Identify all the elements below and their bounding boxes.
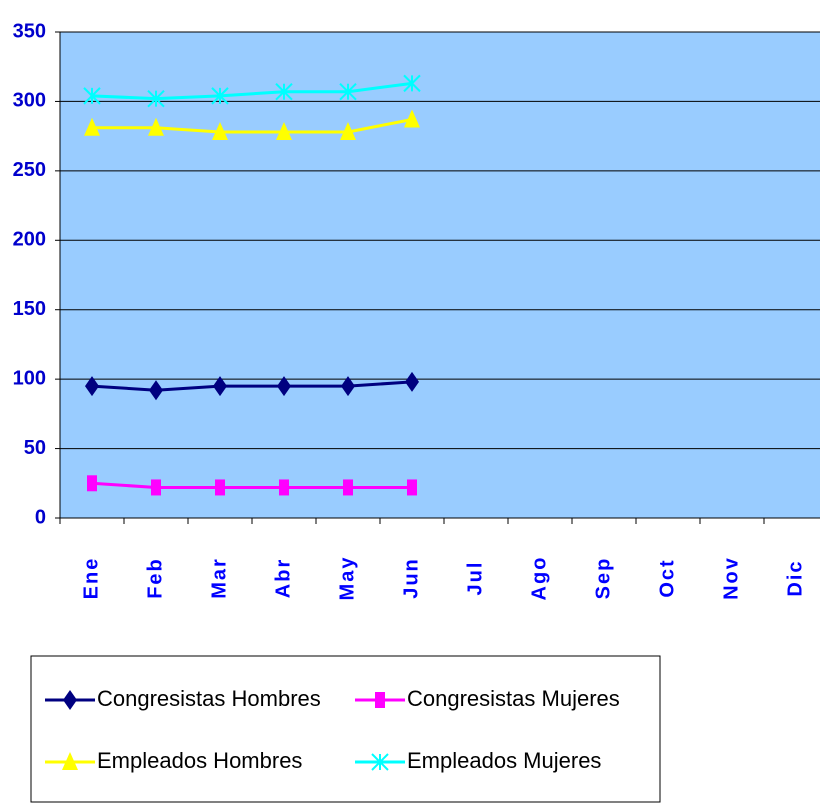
- series-line: [92, 118, 413, 134]
- marker: [215, 479, 225, 496]
- marker-stroke: [371, 753, 389, 771]
- y-tick-label: 350: [13, 20, 46, 42]
- y-tick-label: 200: [13, 229, 46, 251]
- x-tick-label: Mar: [208, 557, 230, 599]
- y-tick-label: 0: [35, 506, 46, 528]
- marker: [83, 87, 101, 105]
- x-tick-label: Jun: [400, 557, 422, 599]
- marker: [275, 83, 293, 101]
- marker: [407, 479, 417, 496]
- legend-label: Congresistas Mujeres: [407, 686, 620, 711]
- x-tick-label: Feb: [144, 557, 166, 599]
- marker: [371, 753, 389, 771]
- legend-label: Empleados Mujeres: [407, 748, 601, 773]
- x-tick-label: Ene: [80, 557, 102, 600]
- marker-stroke: [339, 83, 357, 101]
- y-tick-label: 100: [13, 367, 46, 389]
- x-tick-label: Jul: [464, 561, 486, 596]
- legend-label: Congresistas Hombres: [97, 686, 321, 711]
- marker: [279, 479, 289, 496]
- marker: [213, 376, 227, 397]
- legend-label: Empleados Hombres: [97, 748, 302, 773]
- marker: [149, 380, 163, 401]
- marker: [404, 109, 420, 128]
- y-tick-label: 50: [24, 437, 46, 459]
- series-line: [91, 380, 413, 392]
- marker: [403, 74, 421, 93]
- marker: [405, 371, 419, 392]
- y-tick-label: 150: [13, 298, 46, 320]
- marker: [85, 376, 99, 397]
- series-line: [91, 81, 413, 101]
- x-tick-label: Nov: [720, 556, 742, 600]
- x-tick-label: Oct: [656, 558, 678, 597]
- marker: [84, 117, 100, 136]
- marker: [147, 89, 165, 108]
- x-tick-label: Sep: [592, 557, 614, 600]
- plot-area: [59, 31, 820, 519]
- x-tick-label: May: [336, 556, 358, 601]
- marker: [343, 479, 353, 496]
- marker-stroke: [275, 83, 293, 101]
- marker-stroke: [147, 89, 165, 108]
- x-tick-label: Ago: [528, 556, 550, 601]
- marker: [62, 752, 78, 770]
- marker: [87, 475, 97, 492]
- marker-stroke: [211, 87, 229, 105]
- x-tick-label: Abr: [272, 558, 294, 598]
- marker: [63, 690, 77, 710]
- y-tick-label: 300: [13, 90, 46, 112]
- marker: [375, 692, 385, 708]
- marker: [341, 376, 355, 397]
- legend-box: [30, 655, 661, 803]
- marker: [340, 121, 356, 140]
- series-line: [91, 481, 412, 489]
- marker: [276, 121, 292, 140]
- marker: [151, 479, 161, 496]
- x-tick-label: Dic: [784, 559, 806, 596]
- marker: [148, 117, 164, 136]
- marker: [211, 87, 229, 105]
- marker-stroke: [403, 74, 421, 93]
- y-tick-label: 250: [13, 159, 46, 181]
- marker: [277, 376, 291, 397]
- marker: [339, 83, 357, 101]
- marker-stroke: [83, 87, 101, 105]
- marker: [212, 121, 228, 140]
